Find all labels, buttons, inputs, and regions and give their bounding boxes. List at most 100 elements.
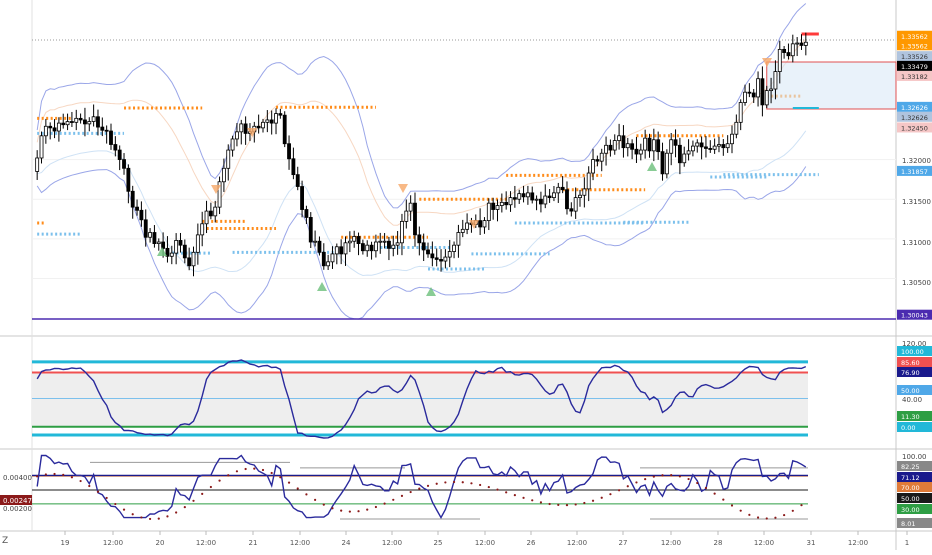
candle-body (61, 122, 66, 126)
osc2-dotted-point (287, 481, 291, 484)
price-axis-tag-bg (897, 165, 932, 176)
candle-body (721, 144, 726, 149)
osc2-dotted-point (400, 494, 404, 497)
osc2-dotted-point (114, 502, 117, 506)
candle-body (743, 91, 747, 103)
candle-body (756, 78, 760, 98)
osc2-dotted-point (305, 493, 308, 496)
left-marker: Z (2, 536, 8, 546)
candle-body (213, 206, 218, 217)
osc2-dotted-point (574, 503, 577, 506)
candle-body (400, 221, 404, 244)
candle-body (686, 150, 691, 155)
candle-body (643, 137, 648, 151)
candle-body (790, 43, 795, 57)
candle-body (148, 232, 153, 238)
osc1-range-fill (32, 372, 808, 427)
osc2-dotted-point (409, 490, 412, 494)
oscillator-2-layer (32, 454, 808, 521)
oscillator-1-layer (32, 359, 808, 439)
osc2-dotted-point (340, 509, 343, 512)
candle-body (295, 174, 300, 187)
candle-body (91, 116, 96, 122)
candle-body (74, 117, 79, 123)
candle-body (378, 240, 383, 243)
candle-body (313, 240, 318, 243)
osc2-axis-tag: 50.00 (901, 495, 920, 503)
osc2-dotted-point (739, 509, 742, 512)
candle-body (404, 210, 409, 222)
osc2-left-tag-bg (0, 495, 32, 505)
osc1-axis-tag-bg (897, 422, 932, 432)
osc2-dotted-point (774, 516, 777, 519)
candle-body (56, 122, 61, 132)
candle-body (443, 256, 448, 262)
price-axis-tag: 1.33562 (901, 33, 928, 41)
osc2-left-tag: 0.00247 (3, 497, 32, 505)
time-axis-label: 25 (434, 539, 443, 547)
candle-body (291, 158, 296, 176)
osc2-axis-tag: 8.01 (901, 520, 915, 528)
candle-body (226, 149, 231, 169)
candle-body (96, 116, 100, 128)
osc2-axis-tag-bg (897, 504, 932, 514)
candle-body (482, 220, 487, 228)
markers-layer (157, 58, 772, 296)
osc2-dotted-point (748, 513, 751, 516)
candle-body (356, 236, 361, 244)
osc2-dotted-point (227, 474, 230, 477)
sell-signal-triangle (469, 220, 479, 229)
candle-body (308, 217, 313, 243)
time-axis-label: 26 (527, 539, 536, 547)
time-axis-label: 12:00 (290, 539, 310, 547)
time-axis-label: 12:00 (382, 539, 402, 547)
candle-body (638, 149, 643, 155)
candle-body (235, 131, 239, 140)
candle-body (565, 189, 569, 210)
osc2-dotted-point (470, 482, 473, 485)
candle-body (261, 121, 265, 129)
candle-body (660, 151, 665, 175)
candle-body (525, 192, 530, 198)
candle-body (630, 143, 635, 150)
price-axis-tag-bg (897, 111, 932, 122)
osc1-axis-tag-bg (897, 411, 932, 421)
osc2-dotted-point (183, 506, 186, 509)
osc1-axis-tag: 100.00 (901, 348, 924, 356)
candle-body (304, 209, 309, 218)
candle-body (521, 193, 526, 198)
osc2-dotted-point (70, 476, 74, 479)
osc2-dotted-point (661, 474, 664, 477)
osc2-dotted-point (461, 481, 464, 484)
candle-body (256, 125, 261, 129)
osc2-axis-tag-bg (897, 472, 932, 482)
candle-body (673, 139, 678, 146)
time-axis-label: 12:00 (754, 539, 774, 547)
candle-body (326, 261, 331, 267)
osc2-dotted-point (513, 494, 516, 497)
osc2-dotted-point (192, 499, 195, 502)
osc1-tick: 120.00 (902, 340, 927, 348)
price-axis-tag: 1.32450 (901, 124, 928, 132)
candle-body (174, 240, 179, 254)
candle-body (408, 202, 413, 212)
candle-body (604, 144, 608, 154)
candle-body (395, 242, 400, 246)
osc2-dotted-point (435, 482, 438, 485)
candle-body (508, 197, 513, 206)
candle-body (552, 192, 556, 199)
osc2-dotted-point (531, 499, 534, 502)
candle-body (578, 194, 582, 199)
candle-body (517, 193, 522, 200)
candle-body (582, 188, 587, 196)
time-axis-label: 27 (619, 539, 628, 547)
candle-body (491, 202, 496, 210)
osc2-dotted-point (800, 504, 803, 507)
candle-body (591, 159, 595, 174)
candle-body (165, 247, 170, 257)
price-axis-tag-bg (897, 60, 932, 71)
osc2-dotted-point (704, 486, 708, 490)
candle-body (795, 42, 800, 45)
candle-body (78, 117, 83, 121)
